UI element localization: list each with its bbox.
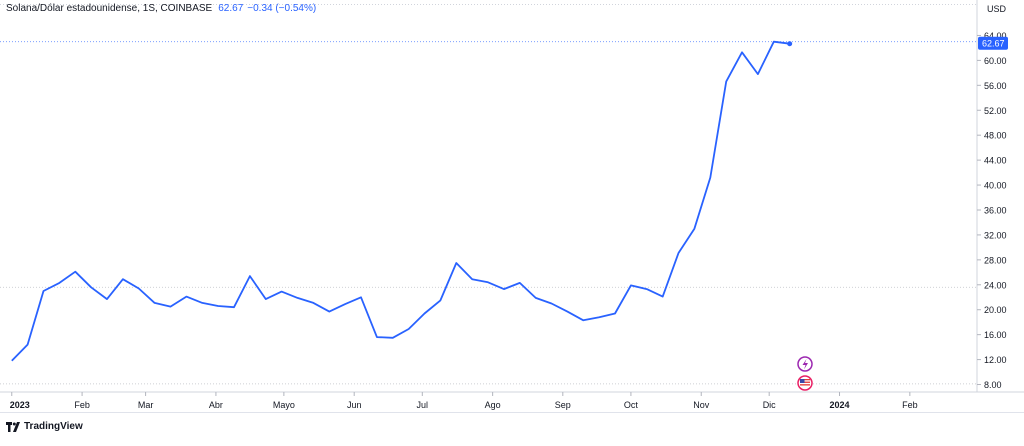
currency-label[interactable]: USD — [987, 4, 1007, 14]
y-tick-label: 48.00 — [984, 131, 1007, 141]
last-price-badge-layer: 62.67 — [978, 36, 1008, 50]
brand-name: TradingView — [24, 421, 83, 432]
y-tick-label: 56.00 — [984, 81, 1007, 91]
y-tick-label: 24.00 — [984, 280, 1007, 290]
y-tick-label: 44.00 — [984, 156, 1007, 166]
x-tick-label: Jul — [417, 400, 429, 410]
y-tick-label: 28.00 — [984, 255, 1007, 265]
x-tick-label: Dic — [763, 400, 776, 410]
price-scale[interactable]: 8.00 12.00 16.00 20.00 24.00 28.00 32.00 36.00 4… — [977, 31, 1007, 390]
price-line — [11, 40, 790, 362]
x-tick-label: Nov — [693, 400, 710, 410]
last-price-badge — [978, 36, 1008, 50]
y-tick-label: 32.00 — [984, 230, 1007, 240]
axes — [0, 0, 1024, 413]
y-tick-label: 8.00 — [984, 380, 1002, 390]
x-tick-label: Oct — [624, 400, 639, 410]
x-tick-label: 2023 — [10, 400, 30, 410]
dashed-levels — [0, 41, 977, 385]
x-tick-label: Jun — [347, 400, 362, 410]
us-flag-icon[interactable] — [797, 375, 813, 391]
series-layer — [11, 40, 793, 362]
y-tick-label: 40.00 — [984, 181, 1007, 191]
x-tick-label: Abr — [209, 400, 223, 410]
chart-legend: Solana/Dólar estadounidense, 1S, COINBAS… — [6, 3, 316, 14]
y-tick-label: 60.00 — [984, 56, 1007, 66]
y-tick-label: 64.00 — [984, 31, 1007, 41]
x-tick-label: Feb — [902, 400, 918, 410]
x-tick-label: Ago — [485, 400, 501, 410]
y-tick-label: 52.00 — [984, 106, 1007, 116]
tradingview-logo-icon — [6, 421, 20, 432]
x-tick-label: Feb — [74, 400, 90, 410]
x-tick-label: Mar — [138, 400, 154, 410]
y-tick-label: 16.00 — [984, 330, 1007, 340]
symbol-title: Solana/Dólar estadounidense, 1S, COINBAS… — [6, 3, 213, 14]
x-tick-label: 2024 — [830, 400, 850, 410]
time-scale[interactable]: 2023 Feb Mar Abr Mayo Jun Jul Ago Sep Oct Nov Dic 20… — [10, 392, 918, 410]
x-tick-label: Sep — [555, 400, 571, 410]
last-price-badge-label: 62.67 — [982, 39, 1005, 49]
price-change: −0.34 (−0.54%) — [247, 3, 317, 14]
x-tick-label: Mayo — [273, 400, 295, 410]
last-price: 62.67 — [218, 3, 244, 14]
y-tick-label: 36.00 — [984, 205, 1007, 215]
event-icons[interactable] — [797, 356, 813, 391]
last-price-dot — [787, 41, 793, 47]
lightning-icon[interactable] — [797, 356, 813, 372]
y-tick-label: 12.00 — [984, 355, 1007, 365]
y-tick-label: 20.00 — [984, 305, 1007, 315]
tradingview-logo[interactable]: TradingView — [6, 421, 83, 432]
